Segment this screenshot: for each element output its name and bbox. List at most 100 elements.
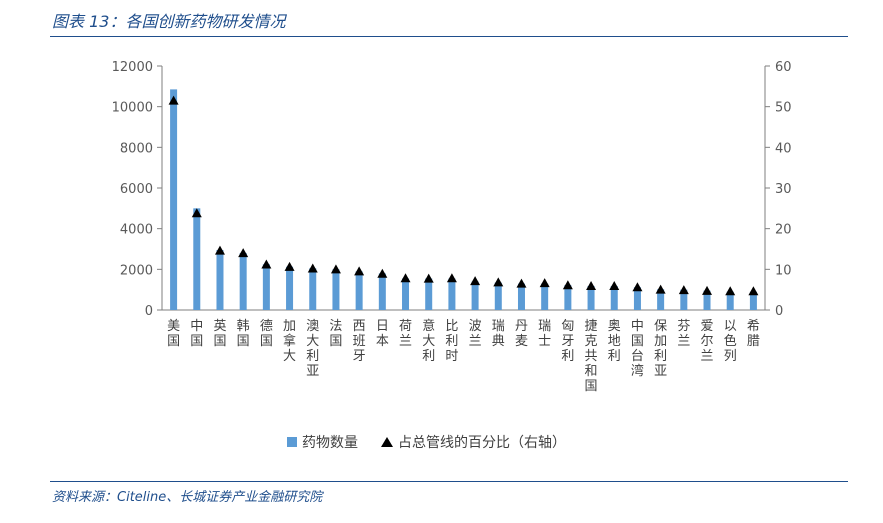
bar-5 bbox=[262, 264, 270, 310]
bar-19 bbox=[587, 286, 595, 310]
category-label: 匈牙利 bbox=[561, 319, 574, 364]
marker-10 bbox=[377, 268, 388, 278]
bar-23 bbox=[680, 289, 688, 310]
marker-6 bbox=[284, 261, 295, 271]
category-label: 芬兰 bbox=[677, 319, 690, 349]
category-label: 意大利 bbox=[422, 318, 435, 364]
marker-9 bbox=[354, 266, 365, 276]
bar-10 bbox=[378, 273, 386, 310]
category-label: 捷克共和国 bbox=[585, 319, 598, 394]
bar-11 bbox=[402, 278, 410, 310]
right-tick-label: 0 bbox=[775, 304, 783, 319]
bar-12 bbox=[425, 278, 433, 310]
category-label: 日本 bbox=[376, 319, 389, 349]
marker-11 bbox=[400, 273, 411, 283]
marker-3 bbox=[214, 245, 225, 255]
category-label: 以色列 bbox=[724, 319, 737, 364]
category-label: 西班牙 bbox=[353, 319, 366, 364]
category-label: 英国 bbox=[213, 319, 226, 349]
marker-19 bbox=[586, 281, 597, 291]
category-label: 法国 bbox=[329, 319, 342, 349]
bar-17 bbox=[541, 283, 549, 310]
right-tick-label: 20 bbox=[775, 223, 792, 238]
marker-23 bbox=[678, 285, 689, 295]
category-label: 韩国 bbox=[237, 319, 250, 349]
right-tick-label: 50 bbox=[775, 101, 792, 116]
category-label: 奥地利 bbox=[608, 319, 621, 364]
category-label: 加拿大 bbox=[283, 319, 296, 364]
category-label: 爱尔兰 bbox=[701, 319, 714, 364]
legend-label-marker: 占总管线的百分比（右轴） bbox=[398, 435, 566, 451]
right-tick-label: 10 bbox=[775, 263, 792, 278]
marker-7 bbox=[307, 263, 318, 273]
left-tick-label: 0 bbox=[145, 304, 153, 319]
marker-1 bbox=[168, 95, 179, 105]
marker-21 bbox=[632, 282, 643, 292]
bar-25 bbox=[726, 291, 734, 310]
category-label: 澳大利亚 bbox=[306, 318, 319, 379]
bar-2 bbox=[193, 208, 201, 310]
category-label: 丹麦 bbox=[515, 319, 528, 349]
bar-26 bbox=[749, 291, 757, 310]
marker-5 bbox=[261, 259, 272, 269]
bar-18 bbox=[564, 285, 572, 310]
category-label: 比利时 bbox=[445, 319, 458, 364]
bar-6 bbox=[286, 266, 294, 310]
category-label: 中国 bbox=[190, 319, 203, 349]
bar-8 bbox=[332, 269, 340, 310]
marker-15 bbox=[493, 277, 504, 287]
marker-17 bbox=[539, 278, 550, 288]
marker-18 bbox=[562, 280, 573, 290]
left-tick-label: 4000 bbox=[120, 223, 153, 238]
category-label: 希腊 bbox=[747, 319, 760, 349]
bar-4 bbox=[239, 253, 247, 310]
left-tick-label: 2000 bbox=[120, 263, 153, 278]
marker-25 bbox=[725, 286, 736, 296]
chart: 0 2000 4000 6000 8000 10000 12000 0 10 20 30 40 50 60… bbox=[112, 60, 792, 451]
right-tick-label: 60 bbox=[775, 60, 792, 75]
left-tick-label: 10000 bbox=[112, 101, 153, 116]
category-label: 中国台湾 bbox=[631, 319, 644, 379]
bar-14 bbox=[471, 281, 479, 310]
marker-8 bbox=[330, 264, 341, 274]
left-tick-label: 12000 bbox=[112, 60, 153, 75]
bar-1 bbox=[170, 89, 178, 310]
category-label: 荷兰 bbox=[399, 319, 412, 349]
marker-14 bbox=[470, 276, 481, 286]
category-label: 美国 bbox=[167, 319, 180, 349]
category-label: 保加利亚 bbox=[654, 319, 667, 379]
left-tick-label: 8000 bbox=[120, 141, 153, 156]
bar-15 bbox=[494, 282, 502, 310]
figure-title: 图表 13：各国创新药物研发情况 bbox=[52, 12, 286, 31]
bar-7 bbox=[309, 268, 317, 310]
bar-24 bbox=[703, 290, 711, 310]
marker-26 bbox=[748, 286, 759, 296]
category-label: 德国 bbox=[260, 319, 273, 349]
legend-swatch-bar bbox=[287, 437, 297, 447]
category-label: 瑞典 bbox=[492, 319, 505, 349]
marker-4 bbox=[238, 248, 249, 258]
marker-12 bbox=[423, 273, 434, 283]
right-tick-label: 40 bbox=[775, 141, 792, 156]
source-note: 资料来源：Citeline、长城证券产业金融研究院 bbox=[52, 490, 323, 505]
marker-13 bbox=[446, 273, 457, 283]
bar-22 bbox=[657, 289, 665, 310]
bar-21 bbox=[633, 287, 641, 310]
bar-3 bbox=[216, 250, 224, 310]
right-tick-label: 30 bbox=[775, 182, 792, 197]
bar-20 bbox=[610, 286, 618, 310]
source-rule bbox=[50, 481, 848, 482]
category-label: 波兰 bbox=[469, 319, 482, 349]
category-label: 瑞士 bbox=[538, 319, 551, 349]
legend-swatch-marker bbox=[381, 437, 393, 447]
marker-2 bbox=[191, 208, 202, 218]
bar-16 bbox=[517, 283, 525, 310]
marker-24 bbox=[702, 285, 713, 295]
marker-20 bbox=[609, 281, 620, 291]
marker-16 bbox=[516, 278, 527, 288]
title-rule bbox=[50, 36, 848, 37]
marker-22 bbox=[655, 284, 666, 294]
bar-9 bbox=[355, 271, 363, 310]
legend-label-bar: 药物数量 bbox=[302, 435, 358, 451]
bar-13 bbox=[448, 278, 456, 310]
